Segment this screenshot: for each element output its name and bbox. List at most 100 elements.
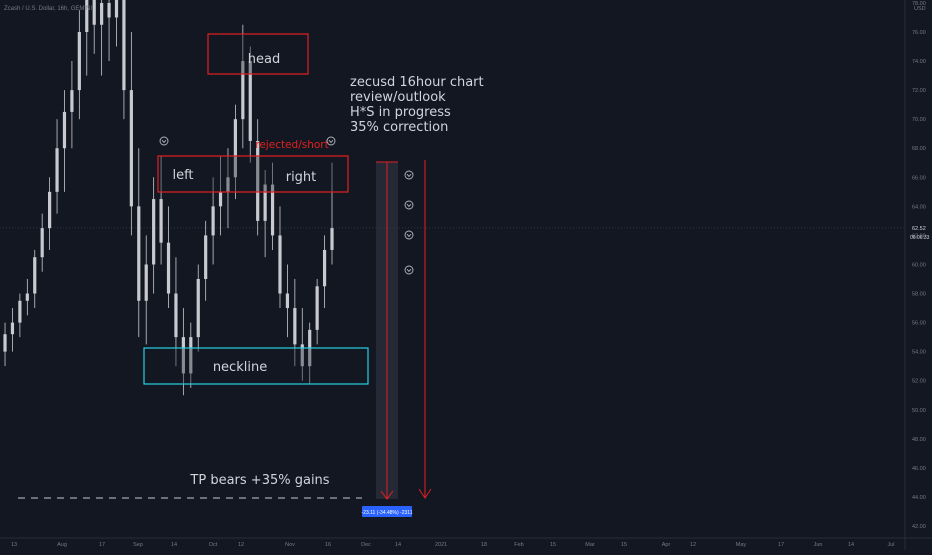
candle-body xyxy=(204,235,208,279)
chevron-down-icon[interactable] xyxy=(404,200,414,210)
chevron-down-icon-glyph xyxy=(161,139,167,144)
candle-body xyxy=(189,337,193,374)
candle-body xyxy=(226,177,230,192)
currency-label: USD xyxy=(914,6,926,12)
candle-body xyxy=(241,61,245,120)
head-label: head xyxy=(248,52,280,67)
candle-body xyxy=(196,279,200,338)
chevron-down-icon-ring xyxy=(326,136,336,146)
chevron-down-icon-ring xyxy=(404,265,414,275)
neckline-box[interactable] xyxy=(143,347,369,385)
candle-body xyxy=(40,228,44,258)
tp-label: TP bears +35% gains xyxy=(189,473,329,488)
y-tick-label: 48.00 xyxy=(912,437,926,443)
y-tick-label: 78.00 xyxy=(912,1,926,7)
left-shoulder-label: left xyxy=(172,168,193,183)
measure-tag-label: -23.11 (-34.48%) -2311 xyxy=(362,510,413,516)
y-tick-label: 44.00 xyxy=(912,495,926,501)
candle-body xyxy=(152,199,156,265)
note-line-3: 35% correction xyxy=(350,120,448,135)
note-line-1: review/outlook xyxy=(350,90,446,105)
candle-body xyxy=(48,191,52,229)
x-tick-label: Nov xyxy=(285,542,295,548)
down-arrow-head xyxy=(418,488,432,499)
candle-body xyxy=(122,0,126,91)
candle-body xyxy=(256,140,260,221)
chevron-down-icon-ring xyxy=(159,136,169,146)
chevron-down-icon-glyph xyxy=(406,268,412,273)
note-line-2: H*S in progress xyxy=(350,105,451,120)
candle-body xyxy=(100,2,104,25)
x-tick-label: Dec xyxy=(361,542,371,548)
x-tick-label: 2021 xyxy=(435,542,447,548)
x-tick-label: 18 xyxy=(481,542,487,548)
y-tick-label: 42.00 xyxy=(912,524,926,530)
x-tick-label: 12 xyxy=(238,542,244,548)
y-tick-label: 52.00 xyxy=(912,379,926,385)
y-tick-label: 66.00 xyxy=(912,175,926,181)
candle-body xyxy=(248,61,252,141)
candle-body xyxy=(144,264,148,301)
y-tick-label: 68.00 xyxy=(912,146,926,152)
candle-body xyxy=(174,293,178,338)
chevron-down-icon[interactable] xyxy=(404,170,414,180)
x-tick-label: Aug xyxy=(57,542,67,548)
rejected-short-label: rejected/short xyxy=(255,139,328,151)
y-tick-label: 72.00 xyxy=(912,88,926,94)
y-tick-label: 74.00 xyxy=(912,59,926,65)
y-tick-label: 54.00 xyxy=(912,350,926,356)
x-tick-label: 14 xyxy=(395,542,401,548)
y-tick-label: 64.00 xyxy=(912,204,926,210)
x-tick-label: 15 xyxy=(550,542,556,548)
x-tick-label: 12 xyxy=(690,542,696,548)
x-tick-label: Feb xyxy=(514,542,523,548)
chevron-down-icon[interactable] xyxy=(404,265,414,275)
shoulders-box[interactable] xyxy=(157,155,349,193)
candle-body xyxy=(166,242,171,294)
candle-body xyxy=(300,344,304,367)
x-tick-label: 14 xyxy=(848,542,854,548)
x-tick-label: Jul xyxy=(887,542,894,548)
y-tick-label: 76.00 xyxy=(912,30,926,36)
candle-body xyxy=(137,206,141,301)
candle-body xyxy=(114,0,119,18)
candle-body xyxy=(3,334,7,352)
right-shoulder-label: right xyxy=(286,170,317,185)
chevron-down-icon[interactable] xyxy=(404,230,414,240)
candle-body xyxy=(62,111,67,149)
y-tick-label: 46.00 xyxy=(912,466,926,472)
chevron-down-icon-glyph xyxy=(406,233,412,238)
y-tick-label: 70.00 xyxy=(912,117,926,123)
candle-body xyxy=(285,293,290,309)
last-price-label: 62.52 xyxy=(912,226,926,232)
x-tick-label: Apr xyxy=(662,542,671,548)
candle-body xyxy=(218,191,223,207)
candle-body xyxy=(18,300,22,323)
chevron-down-icon[interactable] xyxy=(326,136,336,146)
chevron-down-icon-glyph xyxy=(406,173,412,178)
candle-body xyxy=(159,199,163,243)
y-tick-label: 50.00 xyxy=(912,408,926,414)
candle-body xyxy=(25,293,29,301)
candle-body xyxy=(330,228,334,250)
chevron-down-icon-glyph xyxy=(328,139,334,144)
candle-body xyxy=(293,308,297,345)
measure-range-arrowhead xyxy=(380,490,394,500)
chart-title: Zcash / U.S. Dollar, 16h, GEMINI xyxy=(4,6,92,12)
candle-body xyxy=(55,148,59,192)
x-tick-label: 13 xyxy=(11,542,17,548)
neckline-label: neckline xyxy=(213,360,267,375)
candle-body xyxy=(270,184,275,236)
head-box[interactable] xyxy=(207,33,309,75)
candle-body xyxy=(33,257,37,294)
candle-body xyxy=(322,249,327,287)
x-tick-label: 17 xyxy=(99,542,105,548)
chevron-down-icon[interactable] xyxy=(159,136,169,146)
candle-body xyxy=(263,184,267,221)
y-tick-label: 58.00 xyxy=(912,292,926,298)
y-tick-label: 62.00 xyxy=(912,233,926,239)
